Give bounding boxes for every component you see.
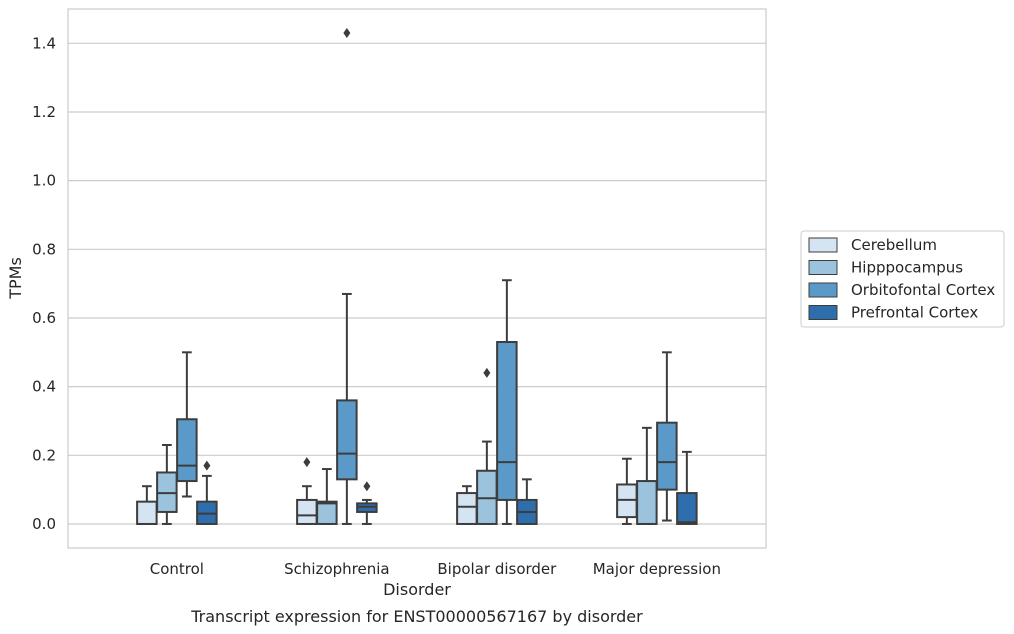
legend-swatch (808, 305, 838, 320)
box-cerebellum-0 (136, 485, 158, 525)
y-tick-label: 0.6 (32, 309, 56, 327)
box-iqr (456, 492, 478, 525)
box-prefrontal-cortex-3 (676, 450, 698, 525)
legend-label: Orbitofontal Cortex (851, 281, 995, 299)
box-iqr (176, 418, 198, 483)
box-iqr (496, 341, 518, 501)
box-prefrontal-cortex-0 (196, 460, 218, 525)
box-hipppocampus-2 (476, 367, 498, 525)
box-cerebellum-3 (616, 457, 638, 525)
legend-swatch (808, 237, 838, 253)
outlier-point (343, 28, 351, 39)
box-hipppocampus-3 (636, 426, 658, 525)
plot-frame (67, 8, 767, 549)
box-iqr (336, 399, 358, 481)
y-axis-ticks: 0.0 0.2 0.4 0.6 0.8 1.0 1.2 1.4 (32, 34, 56, 533)
box-orbitofontal-cortex-1 (336, 28, 358, 525)
outlier-point (303, 457, 311, 468)
box-iqr (316, 500, 338, 525)
box-iqr (296, 498, 318, 525)
box-hipppocampus-1 (316, 468, 338, 525)
outlier-point (203, 460, 211, 471)
legend-label: Hipppocampus (851, 259, 963, 277)
box-cerebellum-1 (296, 457, 318, 525)
y-tick-label: 0.8 (32, 240, 56, 258)
plot-boxes (136, 28, 698, 525)
legend-label: Cerebellum (851, 236, 937, 254)
y-tick-label: 1.2 (32, 103, 56, 121)
legend-label: Prefrontal Cortex (851, 304, 978, 322)
x-tick-label: Major depression (593, 560, 721, 578)
x-axis-ticks: Control Schizophrenia Bipolar disorder Majo… (150, 560, 721, 578)
x-tick-label: Bipolar disorder (437, 560, 557, 578)
y-tick-label: 0.2 (32, 446, 56, 464)
chart-caption: Transcript expression for ENST0000056716… (190, 607, 643, 626)
box-hipppocampus-0 (156, 444, 178, 525)
y-axis-title: TPMs (6, 257, 25, 300)
outlier-point (483, 367, 491, 378)
legend-swatch (808, 260, 838, 275)
box-prefrontal-cortex-2 (516, 478, 538, 525)
box-iqr (676, 492, 698, 525)
box-orbitofontal-cortex-3 (656, 351, 678, 522)
box-iqr (636, 480, 658, 525)
x-tick-label: Control (150, 560, 204, 578)
box-orbitofontal-cortex-2 (496, 279, 518, 525)
y-tick-label: 0.0 (32, 515, 56, 533)
y-tick-label: 1.4 (32, 34, 56, 52)
box-prefrontal-cortex-1 (356, 481, 378, 525)
legend: Cerebellum Hipppocampus Orbitofontal Corte… (800, 230, 1005, 328)
box-orbitofontal-cortex-0 (176, 351, 198, 498)
y-tick-label: 0.4 (32, 378, 56, 396)
x-tick-label: Schizophrenia (284, 560, 389, 578)
legend-frame (800, 230, 1005, 328)
box-iqr (136, 500, 158, 525)
box-iqr (656, 421, 678, 491)
outlier-point (363, 481, 371, 492)
box-cerebellum-2 (456, 485, 478, 525)
x-axis-title: Disorder (383, 580, 451, 599)
y-tick-label: 1.0 (32, 172, 56, 190)
legend-swatch (808, 282, 838, 298)
